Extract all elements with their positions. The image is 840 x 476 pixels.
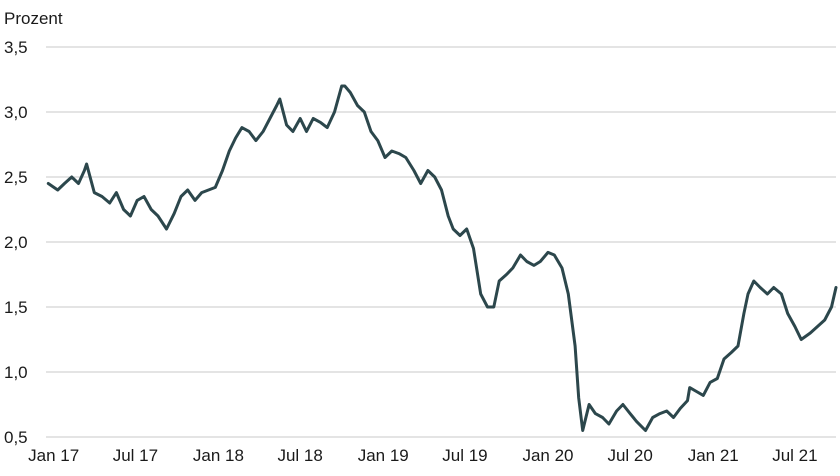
y-tick-label: 1,0 (4, 363, 28, 382)
series-line (46, 84, 838, 432)
x-tick-label: Jan 20 (522, 446, 573, 465)
gridlines (46, 46, 836, 438)
x-tick-label: Jan 17 (28, 446, 79, 465)
y-tick-label: 1,5 (4, 298, 28, 317)
y-tick-label: 3,5 (4, 38, 28, 57)
x-tick-label: Jul 21 (772, 446, 817, 465)
x-tick-label: Jan 18 (193, 446, 244, 465)
x-tick-label: Jan 19 (358, 446, 409, 465)
y-axis-ticks: 3,5 3,0 2,5 2,0 1,5 1,0 0,5 (4, 38, 28, 447)
y-tick-label: 3,0 (4, 103, 28, 122)
x-tick-label: Jul 17 (113, 446, 158, 465)
y-tick-label: 2,0 (4, 233, 28, 252)
x-tick-label: Jan 21 (688, 446, 739, 465)
x-axis-ticks: Jan 17 Jul 17 Jan 18 Jul 18 Jan 19 Jul 19 Jan … (28, 446, 817, 465)
series-layer (46, 84, 838, 432)
y-tick-label: 0,5 (4, 428, 28, 447)
y-axis-unit-label: Prozent (4, 9, 63, 28)
y-tick-label: 2,5 (4, 168, 28, 187)
x-tick-label: Jul 19 (442, 446, 487, 465)
x-tick-label: Jul 20 (607, 446, 652, 465)
x-tick-label: Jul 18 (277, 446, 322, 465)
